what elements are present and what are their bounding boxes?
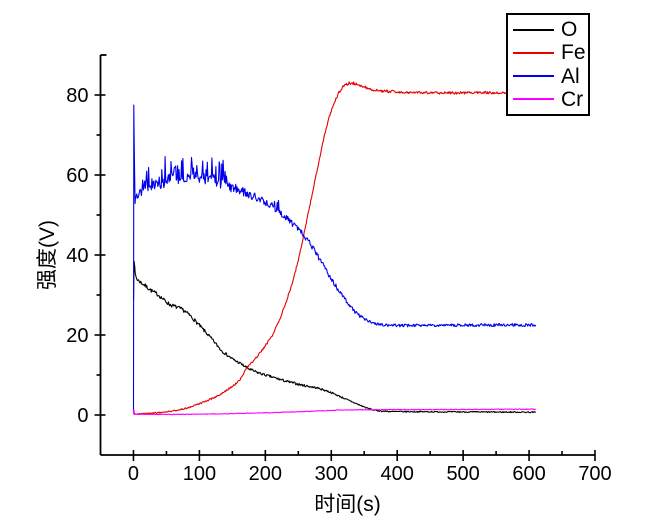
legend-item-O: O <box>513 18 588 41</box>
legend-label-Fe: Fe <box>561 41 586 65</box>
svg-text:40: 40 <box>66 245 88 267</box>
svg-text:500: 500 <box>446 463 479 485</box>
svg-text:0: 0 <box>77 405 88 427</box>
legend-item-Al: Al <box>513 65 588 88</box>
x-axis-title: 时间(s) <box>314 493 381 516</box>
svg-text:200: 200 <box>249 463 282 485</box>
svg-text:300: 300 <box>315 463 348 485</box>
svg-text:700: 700 <box>578 463 611 485</box>
svg-text:600: 600 <box>512 463 545 485</box>
legend-label-Cr: Cr <box>561 87 584 111</box>
legend-item-Fe: Fe <box>513 41 588 64</box>
svg-text:0: 0 <box>128 463 139 485</box>
legend-label-Al: Al <box>561 64 580 88</box>
legend-label-O: O <box>561 18 578 42</box>
y-axis-title: 强度(V) <box>36 220 59 290</box>
legend-line-sample-O <box>513 28 554 31</box>
svg-text:60: 60 <box>66 165 88 187</box>
svg-text:100: 100 <box>183 463 216 485</box>
legend-line-sample-Fe <box>513 51 554 54</box>
svg-text:20: 20 <box>66 325 88 347</box>
chart-legend: O Fe Al Cr <box>506 13 590 116</box>
svg-text:80: 80 <box>66 85 88 107</box>
legend-line-sample-Cr <box>513 98 554 101</box>
legend-line-sample-Al <box>513 75 554 78</box>
legend-item-Cr: Cr <box>513 88 588 111</box>
svg-text:400: 400 <box>381 463 414 485</box>
